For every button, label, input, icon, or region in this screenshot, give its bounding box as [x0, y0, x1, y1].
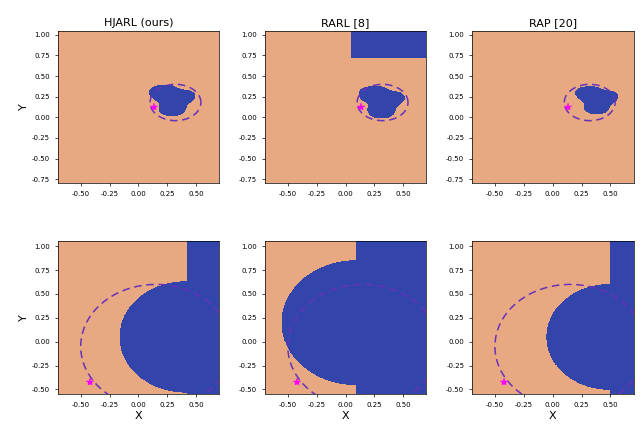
Y-axis label: Y: Y	[19, 314, 29, 321]
Title: RARL [8]: RARL [8]	[321, 18, 370, 28]
X-axis label: X: X	[549, 410, 557, 420]
Title: RAP [20]: RAP [20]	[529, 18, 577, 28]
X-axis label: X: X	[134, 410, 142, 420]
Y-axis label: Y: Y	[19, 104, 29, 110]
X-axis label: X: X	[342, 410, 349, 420]
Title: HJARL (ours): HJARL (ours)	[104, 18, 173, 28]
